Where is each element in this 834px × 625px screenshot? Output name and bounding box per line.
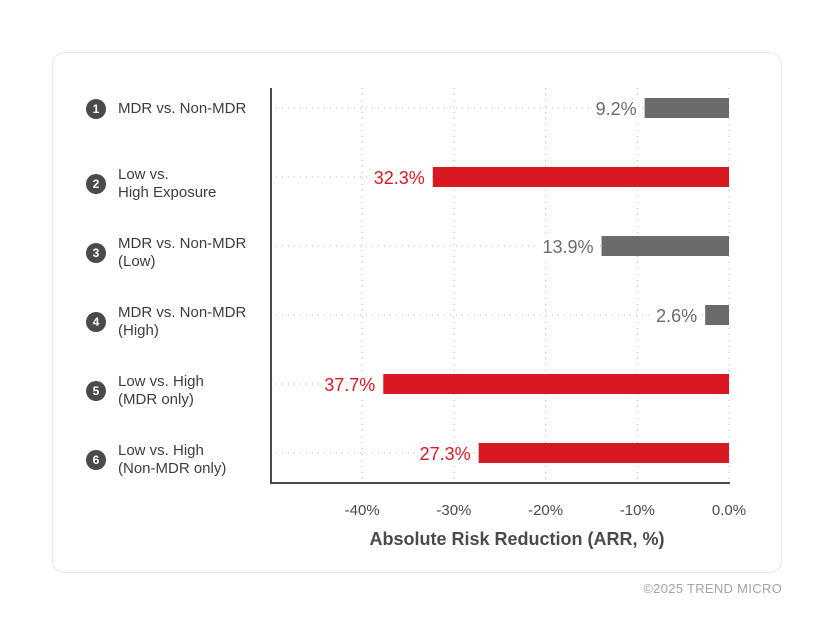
x-tick-label: -30% <box>436 502 471 519</box>
bar <box>705 305 729 325</box>
data-label: 37.7% <box>324 375 375 395</box>
category-label: 1 MDR vs. Non-MDR <box>86 99 246 119</box>
category-label: 3 MDR vs. Non-MDR (Low) <box>86 235 246 271</box>
data-label: 27.3% <box>420 444 471 464</box>
data-label: 13.9% <box>542 237 593 257</box>
x-tick-label: -20% <box>528 502 563 519</box>
x-axis-title: Absolute Risk Reduction (ARR, %) <box>369 529 664 549</box>
number-badge: 6 <box>86 450 106 470</box>
number-badge: 4 <box>86 312 106 332</box>
bar <box>644 98 729 118</box>
copyright: ©2025 TREND MICRO <box>643 581 782 596</box>
category-label: 5 Low vs. High (MDR only) <box>86 373 204 409</box>
number-badge: 3 <box>86 243 106 263</box>
data-label: 32.3% <box>374 168 425 188</box>
x-tick-label: -10% <box>620 502 655 519</box>
bar <box>432 167 729 187</box>
category-label-text: Low vs. High Exposure <box>118 166 217 201</box>
x-tick-label: 0.0% <box>712 502 746 519</box>
number-badge: 5 <box>86 381 106 401</box>
category-label-text: MDR vs. Non-MDR (Low) <box>118 235 247 270</box>
bar <box>601 236 729 256</box>
category-label: 4 MDR vs. Non-MDR (High) <box>86 304 246 340</box>
number-badge: 1 <box>86 99 106 119</box>
data-label-bg <box>592 99 640 119</box>
data-label-bg <box>416 444 474 464</box>
x-tick-label: -40% <box>345 502 380 519</box>
category-label: 2 Low vs. High Exposure <box>86 166 216 202</box>
data-label: 9.2% <box>596 99 637 119</box>
data-label-bg <box>321 375 379 395</box>
number-badge: 2 <box>86 174 106 194</box>
bar <box>478 443 729 463</box>
data-label-bg <box>370 168 428 188</box>
category-label-text: Low vs. High (MDR only) <box>118 373 204 408</box>
category-label-text: MDR vs. Non-MDR (High) <box>118 304 247 339</box>
category-label-text: Low vs. High (Non-MDR only) <box>118 442 227 477</box>
bar <box>383 374 729 394</box>
data-label-bg <box>539 237 597 257</box>
category-label: 6 Low vs. High (Non-MDR only) <box>86 442 226 478</box>
data-label-bg <box>653 306 701 326</box>
data-label: 2.6% <box>656 306 697 326</box>
category-label-text: MDR vs. Non-MDR <box>118 100 247 117</box>
